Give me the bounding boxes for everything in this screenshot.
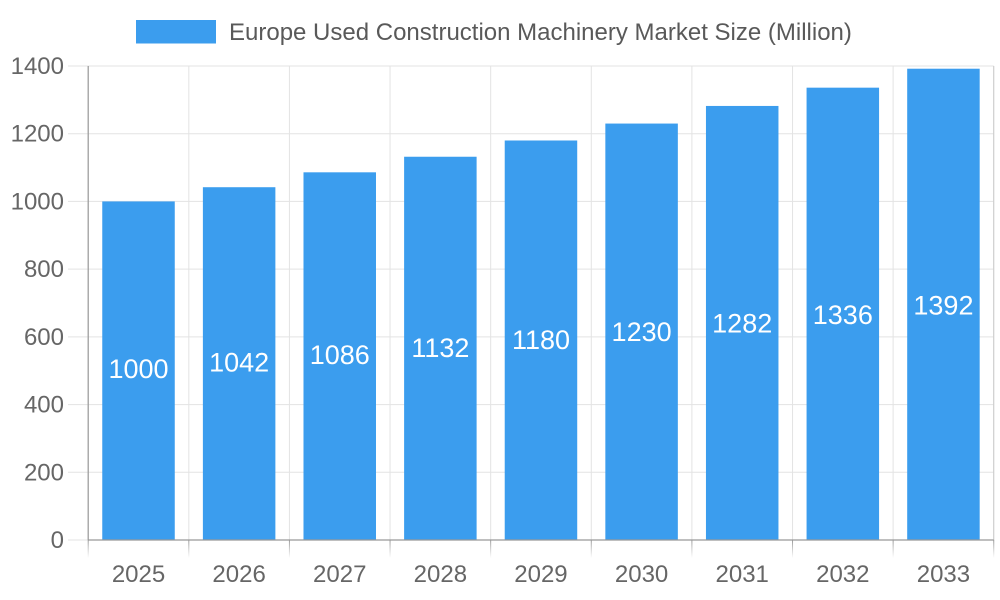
svg-text:400: 400 — [24, 392, 64, 419]
svg-text:2032: 2032 — [816, 561, 869, 588]
svg-text:2028: 2028 — [414, 561, 467, 588]
svg-text:2025: 2025 — [112, 561, 165, 588]
svg-text:1042: 1042 — [209, 347, 269, 377]
svg-text:2026: 2026 — [212, 561, 265, 588]
svg-text:0: 0 — [51, 527, 64, 554]
svg-text:Europe Used Construction Machi: Europe Used Construction Machinery Marke… — [229, 19, 852, 46]
svg-text:1230: 1230 — [612, 317, 672, 347]
svg-text:1086: 1086 — [310, 340, 370, 370]
svg-text:1282: 1282 — [712, 309, 772, 339]
svg-text:600: 600 — [24, 324, 64, 351]
svg-text:1000: 1000 — [11, 188, 64, 215]
svg-text:1200: 1200 — [11, 121, 64, 148]
svg-text:2031: 2031 — [716, 561, 769, 588]
svg-text:2033: 2033 — [917, 561, 970, 588]
svg-text:1180: 1180 — [512, 325, 570, 355]
svg-text:2030: 2030 — [615, 561, 668, 588]
svg-text:1132: 1132 — [411, 333, 469, 363]
svg-text:800: 800 — [24, 256, 64, 283]
svg-text:2027: 2027 — [313, 561, 366, 588]
svg-text:1000: 1000 — [108, 354, 168, 384]
svg-text:2029: 2029 — [514, 561, 567, 588]
svg-text:1392: 1392 — [913, 291, 973, 321]
svg-text:200: 200 — [24, 459, 64, 486]
svg-text:1400: 1400 — [11, 53, 64, 80]
svg-text:1336: 1336 — [813, 300, 873, 330]
